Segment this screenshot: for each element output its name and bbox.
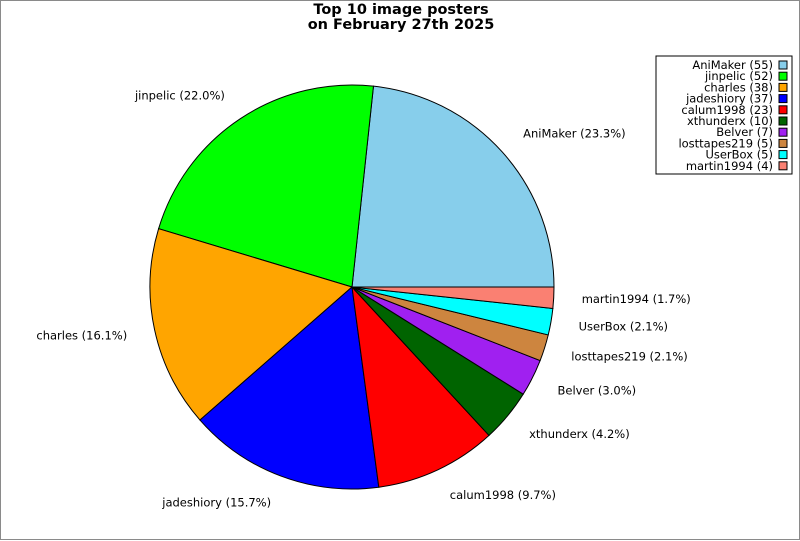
chart-title-line-2: on February 27th 2025 [307, 16, 495, 33]
legend-label-losttapes219: losttapes219 (5) [678, 136, 773, 150]
legend-box [655, 55, 793, 175]
slice-label-jinpelic: jinpelic (22.0%) [134, 88, 225, 102]
legend-swatch-martin1994 [778, 161, 788, 171]
legend-swatch-xthunderx [778, 116, 788, 126]
legend-label-xthunderx: xthunderx (10) [687, 114, 773, 128]
pie-slice-jinpelic [157, 84, 375, 288]
slice-label-animaker: AniMaker (23.3%) [523, 126, 626, 140]
legend-swatch-animaker [778, 60, 788, 70]
slice-label-calum1998: calum1998 (9.7%) [450, 488, 556, 502]
legend-label-userbox: UserBox (5) [705, 148, 773, 162]
legend: AniMaker (55)jinpelic (52)charles (38)ja… [655, 55, 793, 175]
slice-label-belver: Belver (3.0%) [558, 383, 637, 397]
legend-swatch-charles [778, 82, 788, 92]
slice-label-xthunderx: xthunderx (4.2%) [529, 427, 630, 441]
slice-label-userbox: UserBox (2.1%) [579, 320, 668, 334]
legend-swatch-losttapes219 [778, 138, 788, 148]
legend-swatch-jinpelic [778, 71, 788, 81]
slice-label-jadeshiory: jadeshiory (15.7%) [161, 495, 271, 509]
pie-slices [149, 84, 555, 490]
pie-slice-animaker [351, 85, 555, 288]
pie-slice-calum1998 [351, 285, 490, 488]
pie-slice-charles [149, 228, 354, 421]
chart-title: Top 10 image posters on February 27th 20… [1, 3, 800, 32]
legend-label-martin1994: martin1994 (4) [686, 159, 773, 173]
slice-label-losttapes219: losttapes219 (2.1%) [571, 349, 687, 363]
pie-slice-jadeshiory [199, 286, 380, 490]
legend-label-calum1998: calum1998 (23) [681, 103, 773, 117]
legend-label-belver: Belver (7) [716, 125, 773, 139]
chart-title-line-1: Top 10 image posters [313, 2, 489, 18]
slice-label-martin1994: martin1994 (1.7%) [582, 292, 691, 306]
legend-label-charles: charles (38) [704, 80, 773, 94]
slice-labels: AniMaker (23.3%) jinpelic (22.0%) charles … [36, 88, 690, 509]
slice-label-charles: charles (16.1%) [36, 329, 127, 343]
legend-label-jinpelic: jinpelic (52) [704, 69, 773, 83]
legend-swatch-calum1998 [778, 105, 788, 115]
legend-label-animaker: AniMaker (55) [692, 58, 773, 72]
legend-label-jadeshiory: jadeshiory (37) [685, 92, 773, 106]
legend-swatch-belver [778, 127, 788, 137]
legend-swatch-jadeshiory [778, 94, 788, 104]
legend-swatch-userbox [778, 150, 788, 160]
pie-slice-martin1994 [351, 286, 555, 310]
